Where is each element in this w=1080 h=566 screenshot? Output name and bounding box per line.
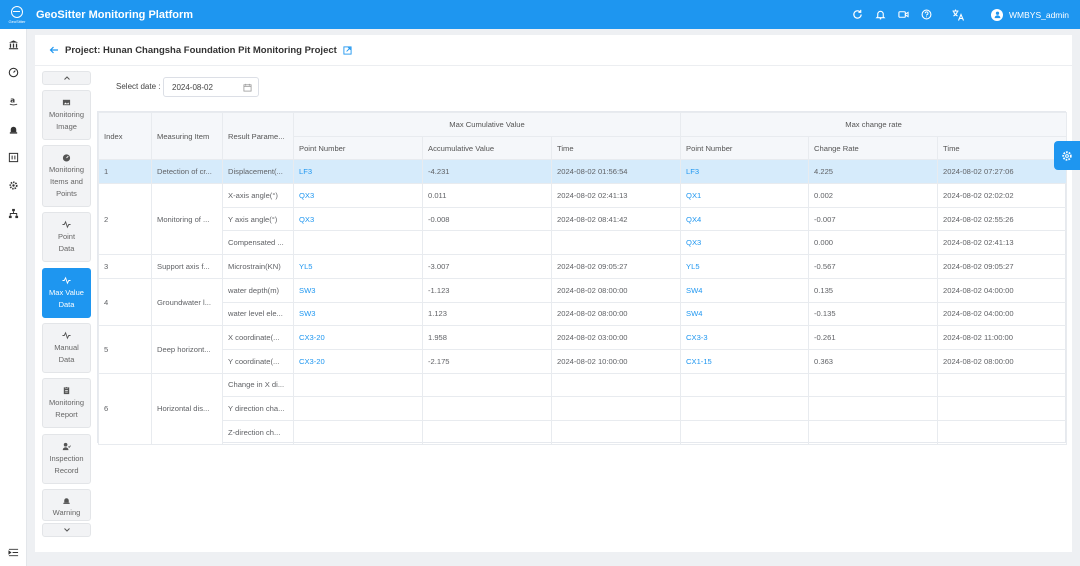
table-row[interactable]: 5 Deep horizont... X coordinate(... CX3-… <box>98 325 1068 374</box>
video-icon[interactable] <box>896 8 910 22</box>
table-row[interactable]: Y axis angle(°) QX3 -0.008 2024-08-02 08… <box>99 206 1068 232</box>
open-external-icon[interactable] <box>343 45 353 55</box>
user-name: WMBYS_admin <box>1009 9 1069 20</box>
dashboard-icon[interactable] <box>7 66 19 78</box>
table-row[interactable]: Y coordinate(... CX3-20 -2.175 2024-08-0… <box>99 348 1068 374</box>
report-icon <box>62 385 72 395</box>
svg-text:a: a <box>10 95 15 104</box>
app-logo[interactable]: GeoSitter <box>6 4 28 26</box>
alarm-icon[interactable] <box>7 123 19 135</box>
table-row[interactable]: 3 Support axis f... Microstrain(KN) YL5 … <box>98 254 1068 279</box>
max-value-table: Index Measuring Item Result Parame... Ma… <box>97 111 1068 445</box>
header-result-param: Result Parame... <box>222 111 294 161</box>
inspector-icon <box>62 441 72 451</box>
table-row[interactable]: 2 Monitoring of ... X-axis angle(°) QX3 … <box>98 183 1068 256</box>
table-row[interactable]: Z-direction ch... <box>99 419 1068 445</box>
date-value: 2024-08-02 <box>172 82 213 92</box>
alarm-icon <box>62 495 72 505</box>
table-row[interactable]: Y direction cha... <box>99 396 1068 421</box>
gear-icon <box>1062 150 1072 161</box>
top-bar: GeoSitter GeoSitter Monitoring Platform … <box>0 0 1080 29</box>
header-measuring-item: Measuring Item <box>151 111 223 161</box>
header-point-number-rate: Point Number <box>680 135 810 161</box>
date-label: Select date : <box>116 82 161 91</box>
gauge-icon <box>62 152 72 162</box>
app-title: GeoSitter Monitoring Platform <box>36 8 194 21</box>
translate-icon[interactable] <box>951 8 965 22</box>
tab-manual-data[interactable]: Manual Data <box>42 323 91 373</box>
table-row[interactable]: Compensated ... QX3 0.000 2024-08-02 02:… <box>99 230 1068 256</box>
refresh-icon[interactable] <box>850 8 864 22</box>
user-avatar-icon <box>991 8 1003 21</box>
grid-icon[interactable] <box>7 151 19 163</box>
header-change-rate: Change Rate <box>808 135 939 161</box>
pulse-icon <box>62 275 72 285</box>
tab-max-value-data[interactable]: Max Value Data <box>42 268 91 318</box>
menu-collapse-icon[interactable] <box>7 546 19 558</box>
project-header: Project: Hunan Changsha Foundation Pit M… <box>35 35 1072 66</box>
table-row[interactable]: 1 Detection of cr... Displacement(... LF… <box>98 159 1068 185</box>
back-arrow-icon[interactable] <box>49 45 60 56</box>
image-icon <box>62 97 72 107</box>
tab-monitoring-image[interactable]: Monitoring Image <box>42 90 91 140</box>
table-row[interactable]: 4 Groundwater l... water depth(m) SW3 -1… <box>98 277 1068 327</box>
help-icon[interactable] <box>919 8 933 22</box>
header-accumulative-value: Accumulative Value <box>422 135 552 161</box>
left-nav: a <box>0 29 27 566</box>
calendar-icon <box>243 83 252 92</box>
header-index: Index <box>98 111 152 161</box>
gear-icon[interactable] <box>7 179 19 191</box>
header-point-number: Point Number <box>293 135 423 161</box>
tab-monitoring-report[interactable]: Monitoring Report <box>42 378 91 428</box>
table-row[interactable]: water level ele... SW3 1.123 2024-08-02 … <box>99 301 1068 327</box>
bell-icon[interactable] <box>873 8 887 22</box>
tab-inspection-record[interactable]: Inspection Record <box>42 434 91 484</box>
header-max-change-rate: Max change rate <box>680 112 1068 137</box>
project-title: Project: Hunan Changsha Foundation Pit M… <box>65 44 337 56</box>
tab-warning[interactable]: Warning <box>42 489 91 521</box>
globe-icon <box>11 5 23 18</box>
chevron-up-icon <box>63 76 70 80</box>
tab-point-data[interactable]: Point Data <box>42 212 91 262</box>
pulse-icon <box>62 330 72 340</box>
pulse-icon <box>62 219 72 229</box>
scroll-up-button[interactable] <box>42 71 91 85</box>
floating-settings-button[interactable] <box>1054 141 1080 170</box>
amazon-icon[interactable]: a <box>7 94 19 106</box>
date-picker[interactable]: 2024-08-02 <box>163 77 259 97</box>
side-tabs: Monitoring Image Monitoring Items and Po… <box>42 71 91 541</box>
header-time: Time <box>550 135 682 161</box>
bank-icon[interactable] <box>7 38 19 50</box>
header-max-cumulative: Max Cumulative Value <box>292 112 682 137</box>
tab-monitoring-items-points[interactable]: Monitoring Items and Points <box>42 145 91 207</box>
chevron-down-icon <box>63 528 70 532</box>
scroll-down-button[interactable] <box>42 523 91 537</box>
user-menu[interactable]: WMBYS_admin <box>991 0 1069 29</box>
header-time-rate: Time <box>937 135 1068 161</box>
org-chart-icon[interactable] <box>7 207 19 219</box>
main-panel: Project: Hunan Changsha Foundation Pit M… <box>35 35 1072 552</box>
table-row[interactable]: 6 Horizontal dis... Change in X di... <box>98 372 1068 445</box>
logo-text: GeoSitter <box>8 18 26 24</box>
